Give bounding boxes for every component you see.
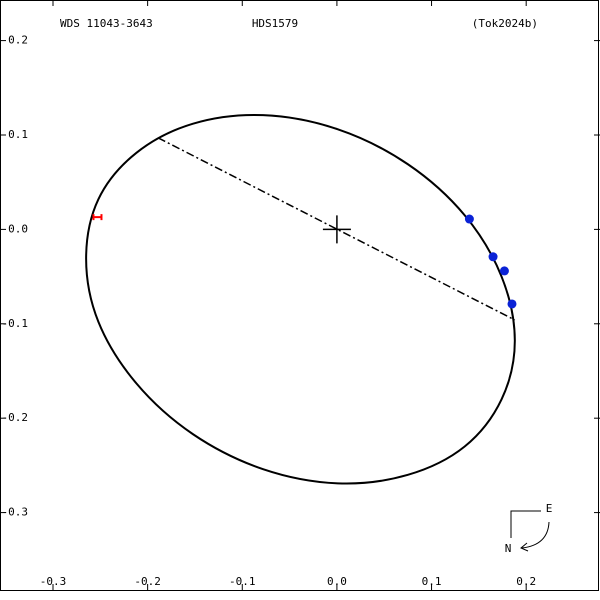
primary-star bbox=[322, 215, 351, 244]
x-tick-label: 0.2 bbox=[516, 575, 536, 588]
x-tick-label: -0.2 bbox=[134, 575, 161, 588]
y-tick-label: -0.2 bbox=[2, 411, 29, 424]
x-tick-label: 0.1 bbox=[422, 575, 442, 588]
y-tick-label: 0.1 bbox=[8, 128, 28, 141]
compass-axes bbox=[510, 510, 541, 538]
y-tick-label: -0.1 bbox=[2, 317, 29, 330]
chart-left-title: WDS 11043-3643 bbox=[60, 17, 153, 30]
observation bbox=[464, 214, 474, 224]
orbit bbox=[85, 114, 516, 485]
x-tick-label: -0.3 bbox=[40, 575, 67, 588]
compass-arrow bbox=[521, 521, 550, 549]
compass bbox=[510, 510, 550, 552]
chart-title: HDS1579 bbox=[252, 17, 298, 30]
y-tick-label: 0.0 bbox=[8, 222, 28, 235]
rejected-observation bbox=[92, 214, 103, 221]
observation bbox=[507, 299, 517, 309]
y-tick-label: 0.2 bbox=[8, 34, 28, 47]
chart-right-title: (Tok2024b) bbox=[472, 17, 538, 30]
compass-north: N bbox=[505, 542, 512, 555]
x-tick-label: -0.1 bbox=[229, 575, 256, 588]
y-tick-label: -0.3 bbox=[2, 506, 29, 519]
x-tick-label: 0.0 bbox=[327, 575, 347, 588]
compass-east: E bbox=[546, 502, 553, 515]
compass-arrowhead bbox=[520, 542, 529, 552]
observation bbox=[499, 266, 509, 276]
observation bbox=[488, 252, 498, 262]
apsides-line bbox=[157, 137, 516, 321]
